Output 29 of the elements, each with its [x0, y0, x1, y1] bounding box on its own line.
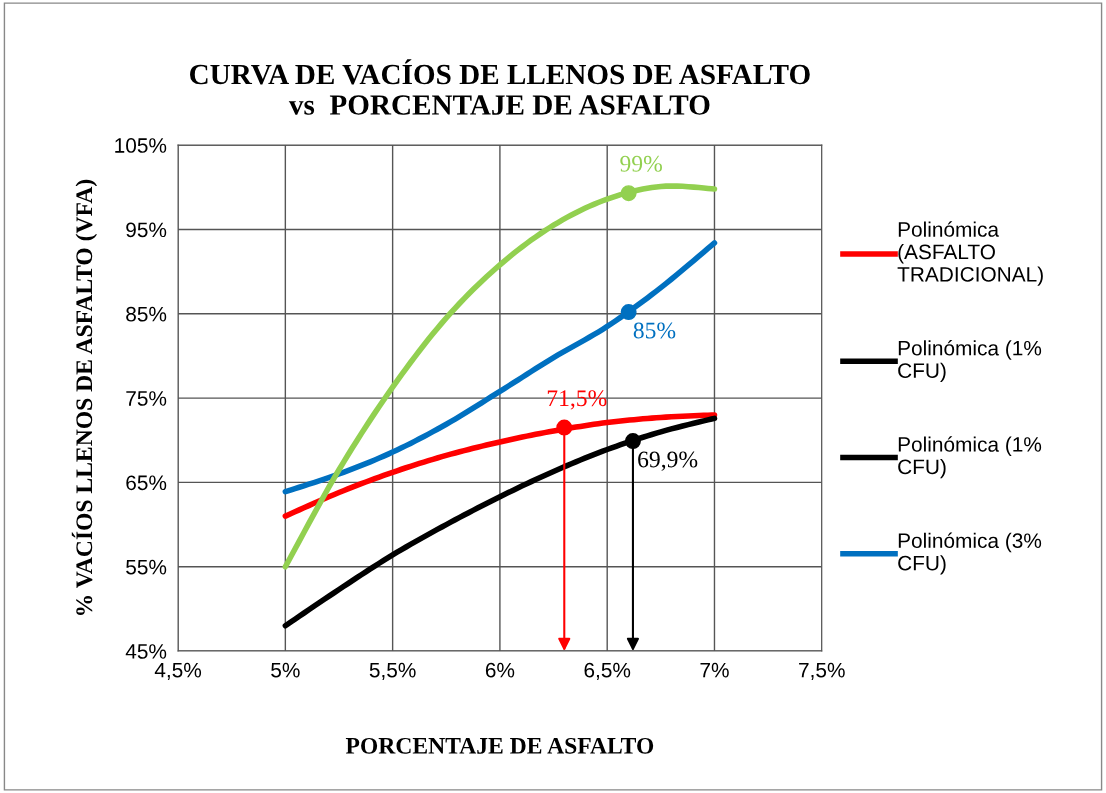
x-tick-label: 7,5% — [799, 662, 845, 680]
chart-title: CURVA DE VACÍOS DE LLENOS DE ASFALTO vs PORCENTAJE DE ASFALTO — [190, 59, 810, 115]
y-tick-label: 55% — [126, 559, 167, 575]
point — [624, 433, 641, 450]
data-label: 71,5% — [547, 390, 607, 410]
legend-label: Polinómica (1% CFU) — [898, 436, 1042, 479]
point — [556, 419, 573, 436]
x-tick-label: 4,5% — [154, 662, 202, 680]
y-tick-label: 105% — [115, 138, 167, 153]
x-tick-label: 5% — [271, 662, 300, 678]
point — [620, 185, 637, 202]
data-label: 69,9% — [638, 451, 698, 471]
x-tick-label: 5,5% — [369, 662, 416, 680]
x-axis-title: PORCENTAJE DE ASFALTO — [345, 737, 654, 754]
y-tick-label: 45% — [125, 644, 167, 659]
legend-label: Polinómica (3% CFU) — [898, 532, 1042, 575]
y-axis-title: % VACÍOS LLENOS DE ASFALTO (VFA) — [71, 179, 98, 615]
legend-label: Polinómica (1% CFU) — [898, 340, 1042, 383]
y-tick-label: 85% — [126, 306, 167, 322]
x-tick-label: 7% — [700, 662, 729, 678]
x-tick-label: 6% — [485, 662, 515, 678]
data-label: 99% — [620, 155, 662, 172]
y-tick-label: 75% — [126, 391, 167, 406]
x-tick-label: 6,5% — [584, 662, 631, 680]
y-tick-label: 65% — [126, 475, 167, 491]
y-tick-label: 95% — [126, 222, 167, 238]
legend-label: Polinómica (ASFALTO TRADICIONAL) — [897, 221, 1043, 286]
point — [620, 304, 637, 321]
data-label: 85% — [633, 322, 676, 339]
